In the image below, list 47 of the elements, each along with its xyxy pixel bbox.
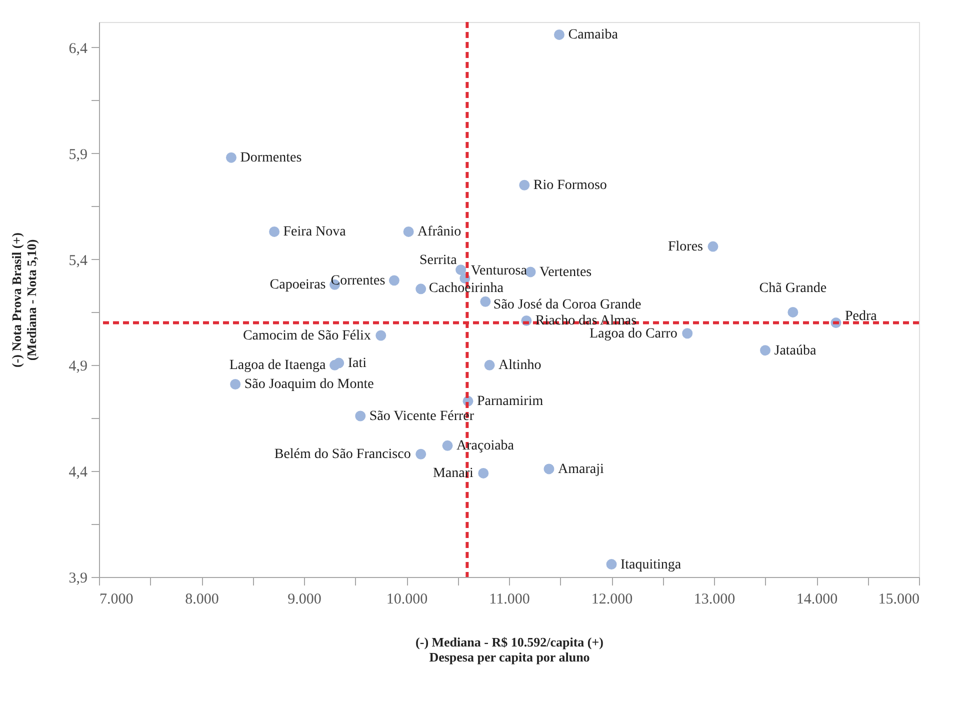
annotation: Jataúba: [774, 343, 818, 358]
annotation: Venturosa: [470, 263, 528, 278]
y-tick-label: 4,9: [68, 358, 88, 375]
annotation: Correntes: [330, 273, 386, 288]
annotation: Amaraji: [558, 462, 604, 477]
annotation: Vertentes: [540, 264, 592, 280]
annotation: Camocim de São Félix: [242, 328, 371, 344]
annotation: Pedra: [844, 308, 878, 324]
annotation: Serrita: [419, 252, 458, 268]
annotation: São Joaquim do Monte: [244, 377, 374, 392]
y-tick-label: 4,4: [68, 464, 88, 481]
x-tick-label: 13.000: [694, 592, 736, 608]
y-tick-label: 6,4: [68, 40, 88, 57]
x-tick-label: 7.000: [100, 592, 134, 608]
annotation: Itaquitinga: [620, 557, 682, 572]
annotation: Flores: [668, 240, 703, 255]
y-axis-title: (-) Nota Prova Brasil (+) (Mediana - Nota 5,10): [8, 232, 39, 368]
annotation: Altinho: [498, 358, 542, 374]
annotation: Manari: [432, 466, 474, 482]
x-tick-label: 9.000: [288, 592, 322, 608]
annotation: Afrânio: [418, 224, 462, 240]
annotation: Dormentes: [240, 150, 302, 166]
x-tick-label: 15.000: [878, 592, 920, 608]
x-tick-label: 11.000: [489, 592, 530, 608]
annotation: Cachoeirinha: [428, 280, 504, 296]
annotation: Araçoiaba: [456, 438, 515, 454]
x-axis-title: (-) Mediana - R$ 10.592/capita (+) Despesa per capita por aluno: [416, 634, 604, 664]
annotation: Parnamirim: [477, 394, 544, 410]
annotation: Lagoa de Itaenga: [229, 358, 327, 374]
annotation: Lagoa do Carro: [589, 326, 678, 342]
annotation: Chã Grande: [759, 281, 827, 296]
x-tick-label: 14.000: [796, 592, 838, 608]
x-tick-label: 8.000: [185, 592, 219, 608]
y-tick-label: 3,9: [68, 570, 88, 586]
x-tick-label: 10.000: [386, 592, 428, 608]
annotation: Capoeiras: [270, 278, 326, 293]
annotation: Camaiba: [568, 28, 619, 43]
annotation: Feira Nova: [283, 224, 347, 240]
annotation: Rio Formoso: [533, 178, 607, 194]
annotation: São Vicente Férrer: [369, 409, 474, 424]
annotation: Iati: [348, 356, 367, 372]
annotation: São José da Coroa Grande: [493, 298, 642, 313]
y-tick-label: 5,9: [68, 146, 88, 163]
annotation: Belém do São Francisco: [274, 447, 411, 462]
annotation: Riacho das Almas: [535, 314, 637, 329]
x-tick-label: 12.000: [591, 592, 633, 608]
y-tick-label: 5,4: [68, 252, 88, 269]
